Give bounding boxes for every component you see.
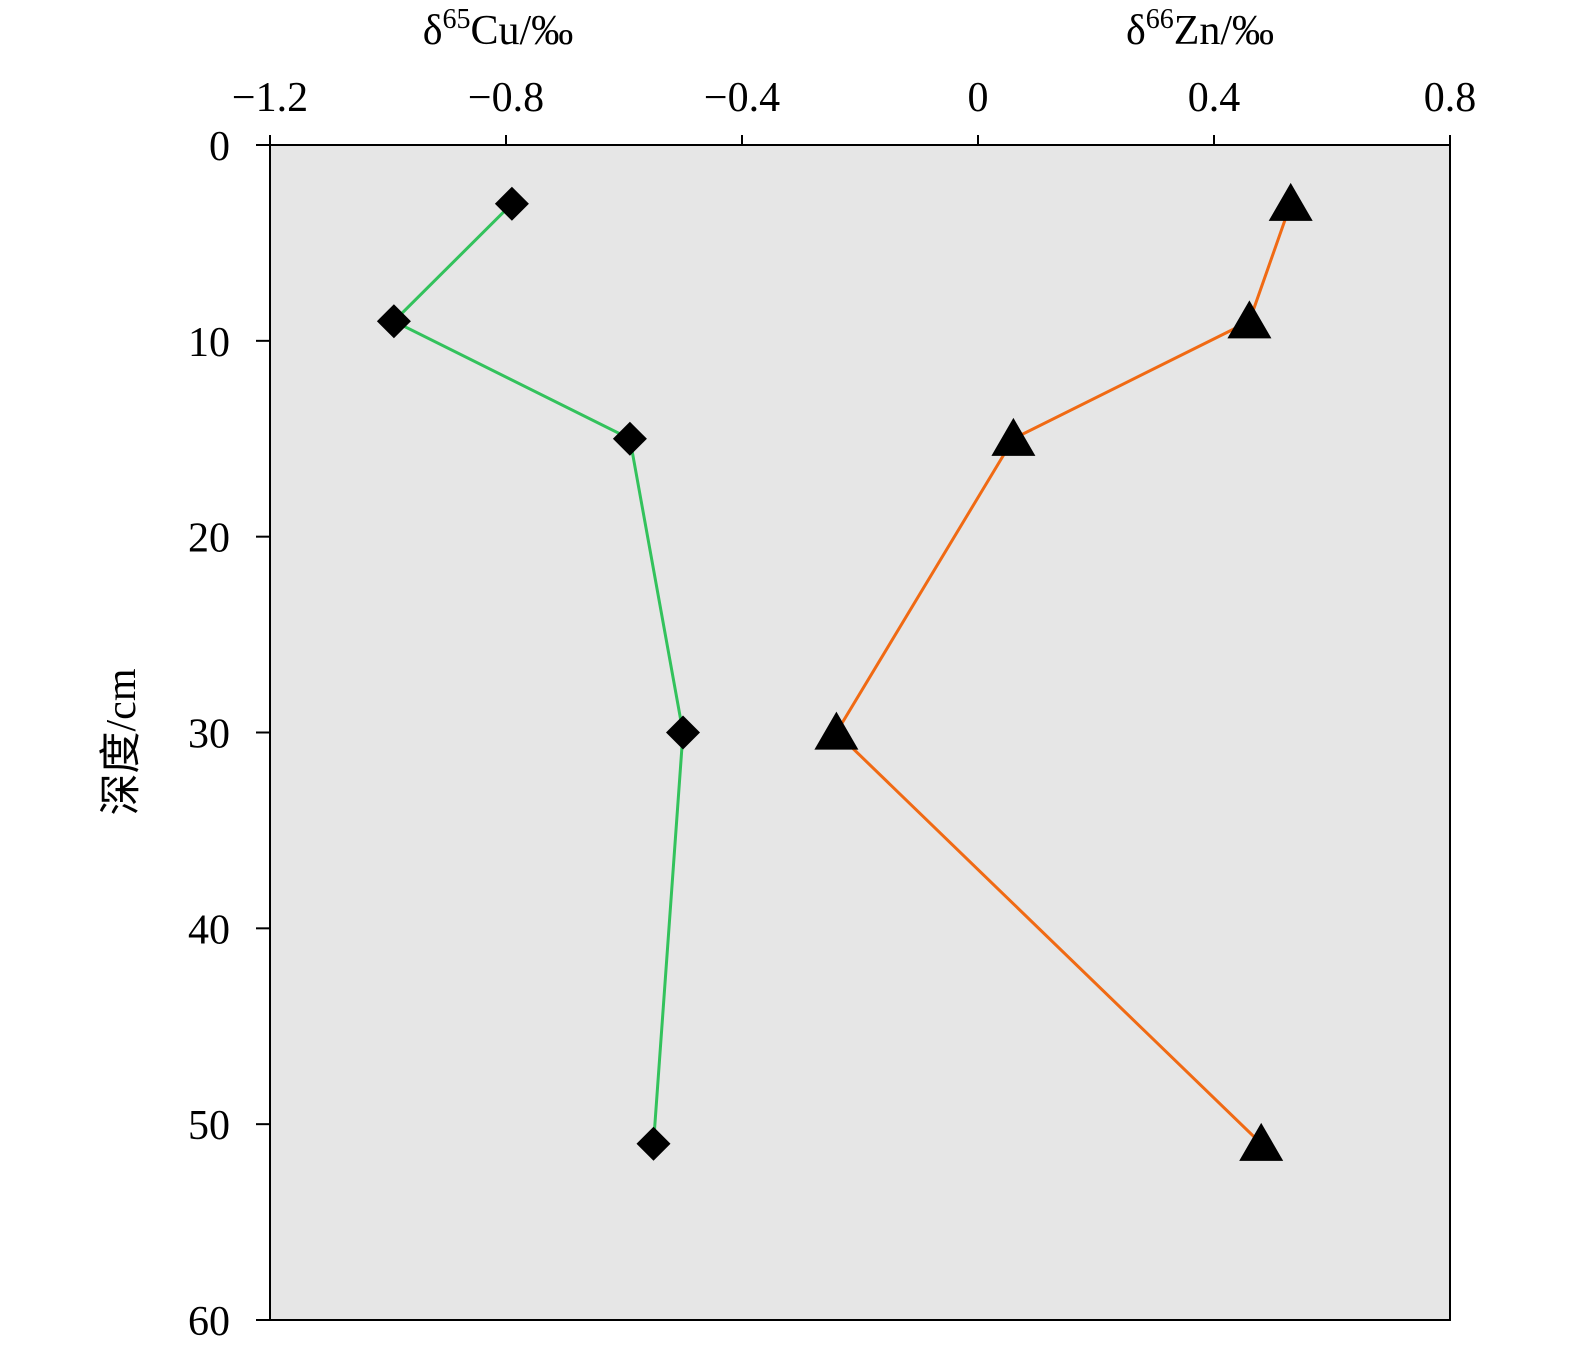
y-axis-ticks: 0 10 20 30 40 50 60 <box>188 124 270 1345</box>
y-tick-label: 30 <box>188 712 230 758</box>
series-2-point <box>814 711 859 750</box>
y-tick-label: 10 <box>188 320 230 366</box>
y-tick-label: 40 <box>188 907 230 953</box>
y-axis-title: 深度/cm <box>99 668 145 815</box>
y-tick-label: 0 <box>209 124 230 170</box>
y-tick-label: 20 <box>188 516 230 562</box>
x-axis-title: δ65Cu/‰ <box>423 4 573 54</box>
x-tick-label: 0 <box>968 75 989 121</box>
x-tick-label: −1.2 <box>232 75 308 121</box>
series-2-point <box>991 417 1036 456</box>
y-tick-label: 50 <box>188 1103 230 1149</box>
series-2-point <box>1268 182 1313 221</box>
x-tick-label: −0.8 <box>468 75 544 121</box>
y-tick-label: 60 <box>188 1299 230 1345</box>
series-2-point <box>1227 300 1272 339</box>
series-1-point <box>494 186 529 221</box>
series-layer <box>376 182 1313 1161</box>
x-tick-label: 0.8 <box>1424 75 1477 121</box>
x-axis-title-prefix: δ <box>423 8 443 54</box>
x-axis-titles: δ65Cu/‰ δ66Zn/‰ <box>423 4 1274 54</box>
x-axis-title-suffix: Cu/‰ <box>471 8 574 54</box>
x-axis-title-prefix: δ <box>1126 8 1146 54</box>
x-axis-title: δ66Zn/‰ <box>1126 4 1274 54</box>
plot-area <box>269 144 1451 1321</box>
series-1-point <box>636 1126 671 1161</box>
x-axis-title-superscript: 66 <box>1146 4 1174 35</box>
x-axis-title-superscript: 65 <box>443 4 471 35</box>
x-tick-label: −0.4 <box>704 75 780 121</box>
x-axis-ticks: −1.2 −0.8 −0.4 0 0.4 0.8 <box>232 75 1476 145</box>
series-1-point <box>612 421 647 456</box>
x-axis-title-suffix: Zn/‰ <box>1174 8 1274 54</box>
x-tick-label: 0.4 <box>1188 75 1241 121</box>
series-2-point <box>1239 1122 1284 1161</box>
series-1-point <box>666 715 700 750</box>
series-1-point <box>376 304 411 339</box>
